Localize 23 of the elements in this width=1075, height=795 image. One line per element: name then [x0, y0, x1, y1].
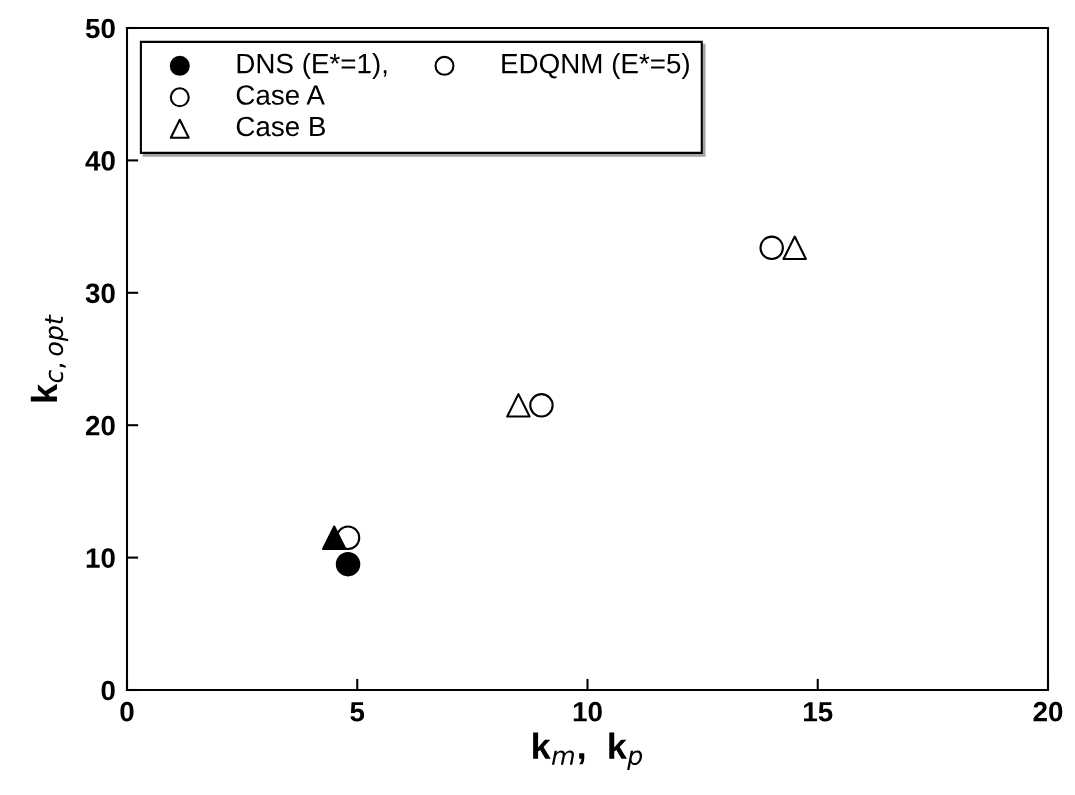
legend-label: Case B — [236, 116, 325, 137]
point — [506, 393, 531, 418]
legend-label: EDQNM (E*=5) — [502, 53, 689, 79]
legend-label: DNS (E*=1), — [237, 53, 387, 79]
y-tick-label: 0 — [101, 680, 115, 701]
x-axis-title: k$_{m}$, k$_{p}$ — [533, 732, 643, 770]
y-tick-label: 10 — [86, 548, 115, 568]
x-tick-label: 20 — [1033, 701, 1063, 722]
y-axis-title: k$_{c,opt}$ — [30, 314, 69, 402]
y-tick-label: 50 — [85, 18, 115, 39]
legend-label: Case A — [236, 85, 325, 105]
point — [321, 525, 347, 550]
y-tick-label: 20 — [85, 415, 115, 436]
point — [782, 235, 807, 261]
point — [759, 235, 784, 261]
point — [335, 551, 361, 577]
x-tick-label: 5 — [350, 702, 365, 722]
y-tick-label: 30 — [85, 283, 115, 304]
point — [529, 393, 554, 418]
y-tick-label: 40 — [85, 151, 115, 171]
x-tick-label: 0 — [120, 701, 134, 722]
x-tick-label: 10 — [573, 701, 602, 722]
x-tick-label: 15 — [804, 702, 833, 722]
